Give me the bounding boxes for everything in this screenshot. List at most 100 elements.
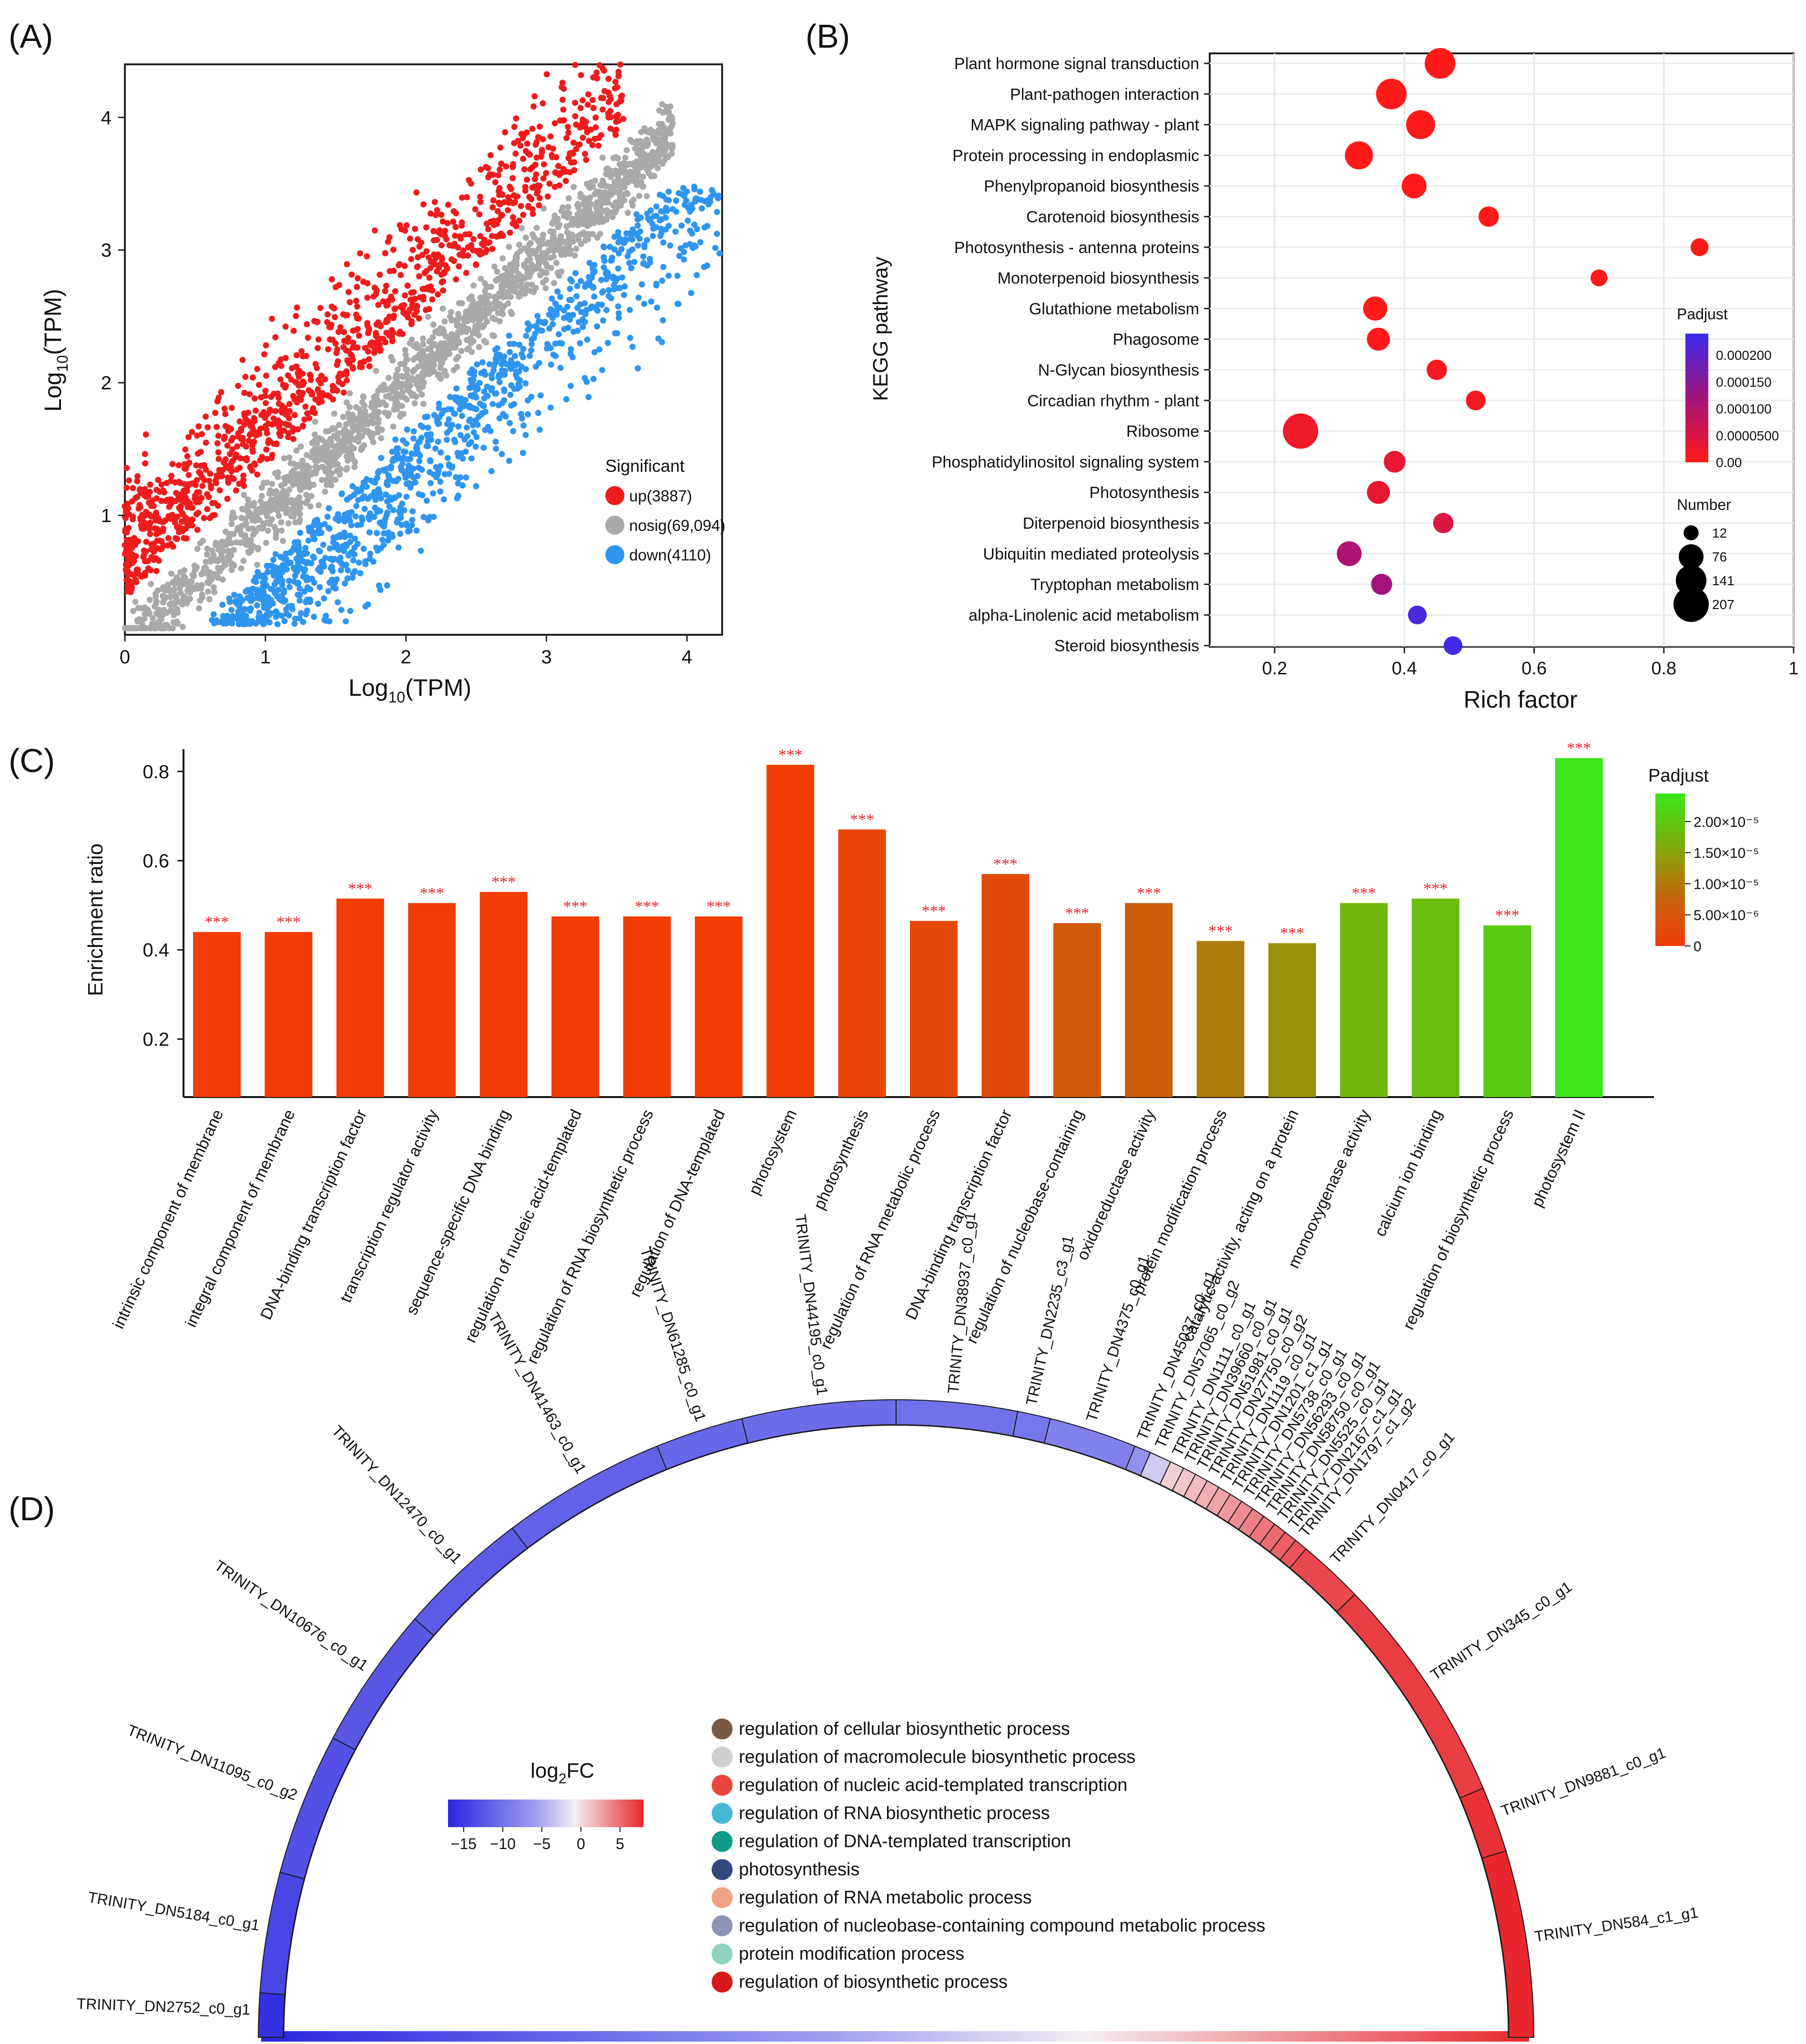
- panel-a-point: [340, 311, 347, 318]
- panel-a-point: [435, 229, 441, 235]
- panel-a-point: [311, 613, 317, 620]
- panel-a-point: [599, 289, 605, 296]
- panel-a-point: [309, 440, 316, 447]
- panel-a-point: [524, 257, 531, 264]
- panel-a-point: [481, 388, 488, 395]
- panel-a-point: [510, 214, 516, 221]
- panel-a-point: [144, 606, 151, 613]
- panel-a-point: [310, 405, 316, 412]
- panel-a-point: [488, 387, 495, 394]
- panel-a-point: [240, 472, 247, 479]
- panel-a-point: [260, 520, 266, 527]
- panel-a-point: [567, 250, 573, 256]
- panel-c-ytick-label: 0.6: [143, 851, 169, 872]
- panel-a-point: [415, 236, 421, 243]
- panel-a-point: [333, 515, 339, 522]
- panel-b-cbar-label: 0.000100: [1716, 402, 1772, 417]
- panel-a-point: [563, 135, 570, 142]
- panel-a-point: [390, 246, 397, 253]
- panel-a-point: [601, 197, 608, 204]
- panel-a-point: [478, 370, 485, 376]
- panel-a-point: [357, 570, 364, 577]
- panel-a-point: [423, 498, 430, 504]
- panel-a-point: [481, 280, 488, 286]
- panel-a-point: [307, 372, 314, 379]
- panel-a-point: [251, 513, 258, 520]
- panel-b-pathway-label: Plant-pathogen interaction: [1010, 85, 1199, 103]
- panel-a-point: [444, 220, 451, 226]
- panel-a-point: [476, 344, 482, 350]
- panel-b-dotplot: Plant hormone signal transductionPlant-p…: [869, 48, 1799, 713]
- panel-a-point: [207, 556, 214, 563]
- panel-a-point: [134, 494, 141, 500]
- panel-a-point: [158, 616, 164, 622]
- panel-a-point: [673, 197, 679, 204]
- panel-a-point: [173, 536, 180, 542]
- panel-a-point: [477, 295, 484, 301]
- panel-a-point: [354, 540, 361, 547]
- panel-a-point: [561, 213, 567, 219]
- panel-a-point: [458, 348, 465, 354]
- panel-a-point: [181, 567, 188, 574]
- panel-a-point: [238, 565, 245, 572]
- panel-a-point: [359, 415, 365, 422]
- panel-d-cbar-label: −10: [490, 1835, 516, 1852]
- panel-a-point: [665, 273, 672, 279]
- panel-a-point: [489, 245, 496, 252]
- panel-a-point: [407, 235, 413, 242]
- panel-a-point: [296, 615, 303, 621]
- panel-a-point: [442, 227, 449, 234]
- panel-a-point: [146, 597, 153, 603]
- panel-a-point: [297, 443, 304, 450]
- panel-a-point: [492, 316, 498, 323]
- panel-a-point: [269, 489, 276, 496]
- panel-a-point: [261, 591, 267, 598]
- panel-a-point: [615, 118, 622, 124]
- panel-c-significance: ***: [993, 855, 1018, 873]
- panel-a-point: [424, 431, 430, 438]
- panel-c-significance: ***: [1495, 907, 1520, 925]
- panel-a-point: [352, 513, 359, 519]
- panel-a-point: [602, 171, 609, 177]
- panel-d-legend-label: regulation of cellular biosynthetic proc…: [739, 1719, 1070, 1739]
- panel-a-point: [512, 151, 519, 157]
- panel-a-point: [239, 356, 246, 363]
- panel-label-c: (C): [9, 742, 55, 779]
- panel-a-point: [539, 149, 545, 156]
- panel-a-point: [228, 405, 235, 411]
- panel-a-point: [594, 307, 601, 314]
- panel-b-dot: [1590, 269, 1608, 286]
- panel-a-point: [335, 328, 342, 335]
- panel-a-point: [420, 348, 427, 355]
- panel-a-point: [182, 461, 188, 468]
- panel-a-point: [546, 180, 553, 187]
- panel-a-point: [668, 151, 675, 157]
- panel-a-point: [387, 268, 393, 275]
- panel-a-point: [365, 514, 372, 520]
- panel-c-bar: [1340, 903, 1388, 1097]
- panel-a-point: [460, 247, 467, 254]
- panel-a-point: [467, 392, 474, 399]
- panel-a-point: [432, 255, 439, 262]
- panel-a-point: [222, 433, 228, 440]
- panel-a-point: [416, 315, 422, 322]
- panel-a-point: [716, 250, 723, 257]
- panel-b-xtick-label: 0.6: [1521, 659, 1547, 679]
- panel-a-point: [476, 304, 483, 311]
- panel-c-category-label: regulation of nucleobase-containing: [963, 1107, 1087, 1346]
- panel-a-point: [153, 487, 160, 493]
- panel-a-point: [485, 424, 491, 430]
- panel-a-point: [289, 365, 296, 372]
- panel-a-point: [153, 593, 159, 600]
- panel-a-point: [691, 184, 698, 191]
- panel-a-point: [561, 117, 567, 123]
- panel-a-point: [550, 229, 557, 235]
- panel-b-colorbar: [1685, 334, 1708, 462]
- panel-a-point: [530, 103, 537, 110]
- panel-a-point: [246, 549, 253, 556]
- panel-c-significance: ***: [1423, 880, 1448, 898]
- panel-a-point: [582, 203, 589, 209]
- panel-a-point: [157, 529, 163, 535]
- panel-a-point: [540, 175, 547, 182]
- panel-a-point: [211, 512, 217, 519]
